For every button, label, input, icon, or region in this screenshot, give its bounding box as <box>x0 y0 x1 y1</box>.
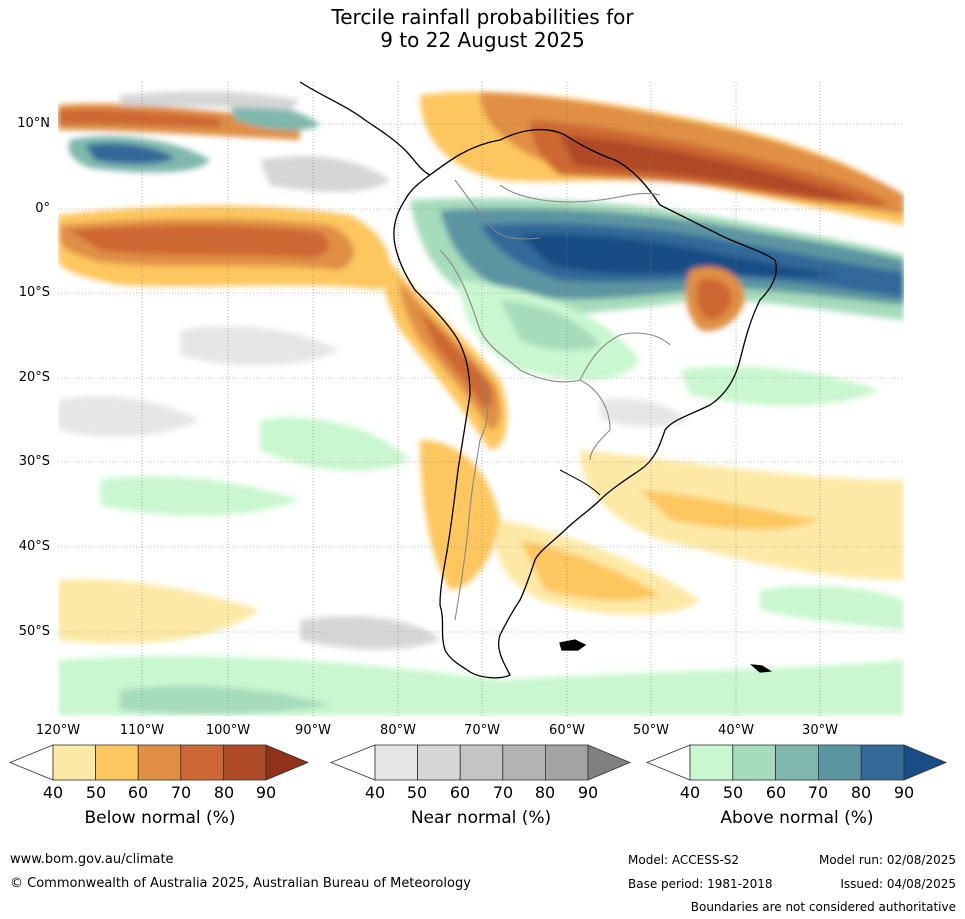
issued-date: Issued: 04/08/2025 <box>840 877 956 891</box>
colorbar-segment <box>545 744 589 781</box>
colorbar-under-arrow <box>645 744 691 781</box>
central-america-coast <box>299 81 431 176</box>
colorbar-over-arrow <box>587 744 632 781</box>
colorbar-tick: 70 <box>492 783 514 802</box>
map-title-line1: Tercile rainfall probabilities for <box>331 5 634 29</box>
lat-label-50s: 50°S <box>18 624 50 639</box>
colorbar-tick: 50 <box>406 783 428 802</box>
colorbar-under-arrow <box>8 744 54 781</box>
colorbar-segment <box>732 744 776 781</box>
colorbar-tick: 60 <box>127 783 149 802</box>
colorbar-over-arrow <box>265 744 310 781</box>
bom-url-link[interactable]: www.bom.gov.au/climate <box>10 852 174 867</box>
colorbar-over-arrow <box>903 744 948 781</box>
base-period: Base period: 1981-2018 <box>628 877 773 891</box>
colorbar-segment <box>137 744 182 781</box>
above-normal-label: Above normal (%) <box>720 808 874 828</box>
below-normal-colorbar <box>8 744 310 781</box>
copyright-text: © Commonwealth of Australia 2025, Austra… <box>10 876 471 891</box>
lat-label-20s: 20°S <box>18 370 50 385</box>
colorbar-tick: 80 <box>850 783 872 802</box>
lon-label-50w: 50°W <box>633 723 669 738</box>
lon-label-70w: 70°W <box>464 723 500 738</box>
colorbar-tick: 90 <box>577 783 599 802</box>
lat-label-equator: 0° <box>35 201 50 216</box>
colorbar-segment <box>222 744 267 781</box>
colorbar-tick: 90 <box>255 783 277 802</box>
country-boundaries <box>439 179 671 621</box>
colorbar-tick: 80 <box>534 783 556 802</box>
model-run-date: Model run: 02/08/2025 <box>818 853 956 867</box>
colorbar-segment <box>374 744 418 781</box>
colorbar-segment <box>95 744 139 781</box>
colorbar-tick: 40 <box>679 783 701 802</box>
falklands <box>559 639 587 651</box>
south-america-coast <box>393 128 777 679</box>
colorbar-tick: 60 <box>449 783 471 802</box>
colorbar-segment <box>775 744 819 781</box>
colorbar-tick: 70 <box>807 783 829 802</box>
colorbar-tick: 60 <box>765 783 787 802</box>
lon-label-30w: 30°W <box>802 723 838 738</box>
lon-label-40w: 40°W <box>718 723 754 738</box>
near-normal-label: Near normal (%) <box>410 808 552 828</box>
colorbar-tick: 40 <box>42 783 64 802</box>
lon-label-80w: 80°W <box>380 723 416 738</box>
map-title-line2: 9 to 22 August 2025 <box>380 28 585 52</box>
colorbar-tick: 50 <box>722 783 744 802</box>
lon-label-100w: 100°W <box>205 723 251 738</box>
colorbar-segment <box>417 744 461 781</box>
colorbar-segment <box>180 744 224 781</box>
colorbar-tick: 80 <box>213 783 235 802</box>
model-name: Model: ACCESS-S2 <box>628 853 740 867</box>
above-normal-colorbar <box>645 744 948 781</box>
colorbar-tick: 90 <box>893 783 915 802</box>
below-normal-label: Below normal (%) <box>84 808 236 828</box>
lon-label-120w: 120°W <box>35 723 81 738</box>
colorbar-tick: 70 <box>170 783 192 802</box>
colorbar-segment <box>689 744 734 781</box>
lat-label-40s: 40°S <box>18 539 50 554</box>
lat-label-30s: 30°S <box>18 454 50 469</box>
colorbar-segment <box>459 744 504 781</box>
lat-label-10s: 10°S <box>18 285 50 300</box>
colorbar-under-arrow <box>329 744 376 781</box>
lon-label-60w: 60°W <box>549 723 585 738</box>
graticule <box>58 82 904 716</box>
boundaries-disclaimer: Boundaries are not considered authoritat… <box>690 900 956 914</box>
colorbar-segment <box>52 744 96 781</box>
lon-label-110w: 110°W <box>119 723 165 738</box>
near-normal-colorbar <box>329 744 632 781</box>
colorbar-tick: 40 <box>364 783 386 802</box>
colorbar-segment <box>502 744 546 781</box>
lon-label-90w: 90°W <box>295 723 331 738</box>
colorbar-segment <box>860 744 905 781</box>
lat-label-10n: 10°N <box>17 116 50 131</box>
colorbar-tick: 50 <box>85 783 107 802</box>
rainfall-probability-field <box>58 82 904 716</box>
coastline <box>299 81 777 679</box>
colorbar-segment <box>818 744 862 781</box>
